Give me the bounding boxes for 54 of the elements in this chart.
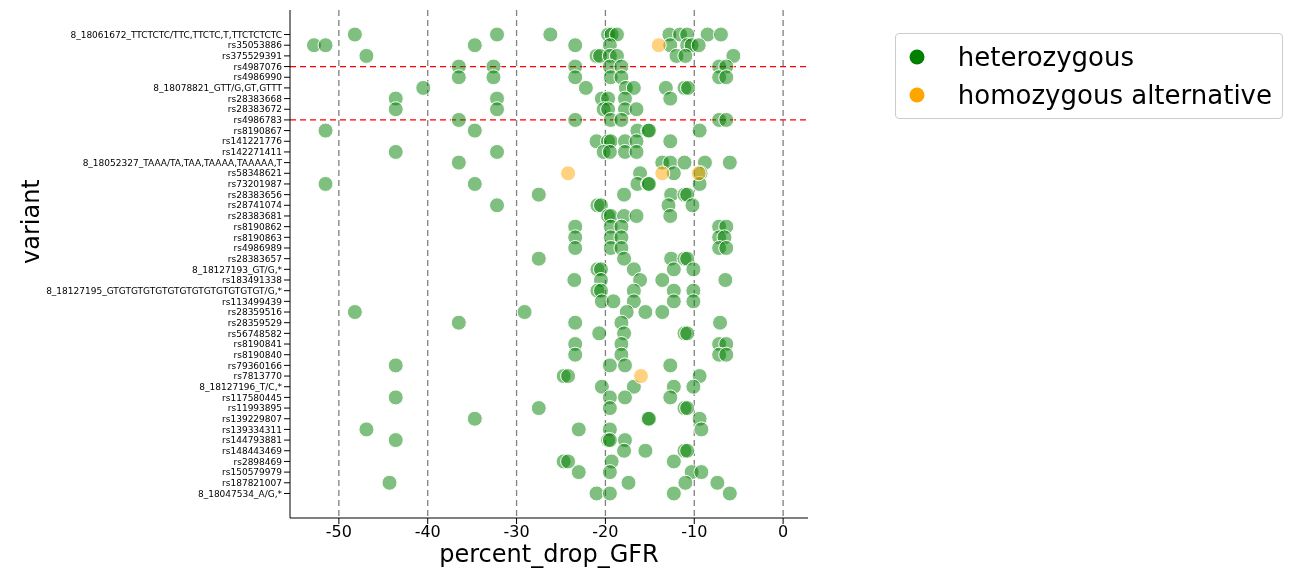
y-tick-label: rs79360166 bbox=[227, 360, 283, 371]
y-tick-label: rs8190841 bbox=[233, 339, 282, 350]
x-tick-label: -50 bbox=[325, 522, 352, 542]
y-tick-label: rs150579979 bbox=[222, 467, 283, 478]
y-tick-label: rs144793881 bbox=[222, 435, 282, 446]
x-tick-label: -10 bbox=[681, 522, 708, 542]
y-tick-label: rs142271411 bbox=[222, 147, 282, 158]
x-axis-title: percent_drop_GFR bbox=[439, 540, 659, 568]
y-tick-label: rs28383668 bbox=[227, 93, 283, 104]
legend-label: homozygous alternative bbox=[957, 79, 1272, 112]
y-tick-label: rs4987076 bbox=[233, 61, 283, 72]
y-tick-label: rs28359529 bbox=[227, 317, 283, 328]
y-tick-label: rs8190862 bbox=[233, 221, 282, 232]
x-tick-label: -20 bbox=[592, 522, 619, 542]
y-tick-label: rs35053886 bbox=[227, 40, 283, 51]
x-tick-label: 0 bbox=[778, 522, 789, 542]
y-tick-label: 8_18127195_GTGTGTGTGTGTGTGTGTGTGTGTGT/G,* bbox=[46, 285, 283, 296]
y-tick-label: 8_18047534_A/G,* bbox=[197, 488, 283, 499]
y-tick-label: rs2898469 bbox=[233, 456, 283, 467]
legend-label: heterozygous bbox=[957, 41, 1135, 74]
y-tick-label: rs139229807 bbox=[222, 413, 282, 424]
y-tick-label: rs139334311 bbox=[222, 424, 282, 435]
y-tick-label: rs28383672 bbox=[227, 104, 282, 115]
y-tick-label: rs4986990 bbox=[233, 72, 283, 83]
y-tick-label: rs8190863 bbox=[233, 232, 282, 243]
y-tick-label: rs28383656 bbox=[227, 189, 283, 200]
y-tick-label: rs28383681 bbox=[227, 211, 282, 222]
y-tick-label: 8_18052327_TAAA/TA,TAA,TAAAA,TAAAAA,T bbox=[82, 157, 283, 168]
y-tick-label: rs28359516 bbox=[227, 307, 283, 318]
y-tick-label: rs113499439 bbox=[222, 296, 283, 307]
y-tick-label: rs58348621 bbox=[227, 168, 282, 179]
y-tick-label: rs28383657 bbox=[227, 253, 282, 264]
y-tick-label: rs4986989 bbox=[233, 243, 283, 254]
y-tick-label: rs141221776 bbox=[222, 136, 283, 147]
y-tick-label: rs117580445 bbox=[222, 392, 282, 403]
y-tick-label: rs187821007 bbox=[222, 477, 282, 488]
y-tick-label: 8_18078821_GTT/G,GT,GTTT bbox=[153, 83, 283, 94]
y-tick-label: rs8190867 bbox=[233, 125, 282, 136]
y-tick-label: rs183491338 bbox=[222, 275, 283, 286]
y-tick-label: 8_18127193_GT/G,* bbox=[191, 264, 283, 275]
x-tick-label: -40 bbox=[414, 522, 441, 542]
y-tick-label: rs28741074 bbox=[227, 200, 283, 211]
y-tick-label: rs73201987 bbox=[227, 179, 282, 190]
y-tick-label: rs8190840 bbox=[233, 349, 283, 360]
x-tick-label: -30 bbox=[503, 522, 530, 542]
y-tick-label: rs4986783 bbox=[233, 115, 282, 126]
y-tick-label: 8_18061672_TTCTCTC/TTC,TTCTC,T,TTCTCTCTC bbox=[70, 29, 282, 40]
y-tick-label: rs56748582 bbox=[227, 328, 282, 339]
y-tick-label: rs11993895 bbox=[227, 403, 282, 414]
y-tick-label: rs7813770 bbox=[233, 371, 283, 382]
y-tick-label: rs375529391 bbox=[222, 51, 282, 62]
y-tick-label: rs148443469 bbox=[222, 445, 283, 456]
y-tick-label: 8_18127196_T/C,* bbox=[199, 381, 283, 392]
y-axis-title: variant bbox=[16, 179, 45, 264]
